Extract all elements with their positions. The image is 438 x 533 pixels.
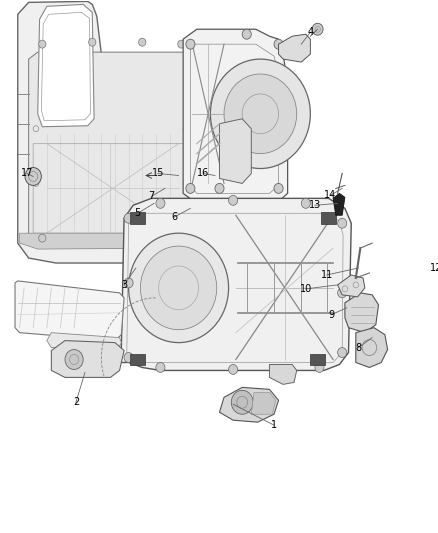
Circle shape [129,233,229,343]
Text: 12: 12 [430,263,438,273]
Circle shape [156,362,165,373]
Text: 7: 7 [148,191,155,201]
Polygon shape [18,2,197,263]
Circle shape [124,278,133,288]
Circle shape [231,390,253,414]
Circle shape [39,234,46,242]
Circle shape [138,38,146,46]
Text: 5: 5 [134,208,141,219]
Polygon shape [47,333,121,350]
Polygon shape [120,198,351,370]
Circle shape [229,196,238,205]
Circle shape [338,348,347,358]
Polygon shape [183,29,288,203]
Circle shape [210,59,311,168]
Polygon shape [321,212,336,224]
Polygon shape [420,221,438,265]
Text: 9: 9 [328,310,334,320]
Circle shape [178,234,185,242]
Circle shape [178,40,185,48]
Circle shape [25,167,41,185]
Polygon shape [269,365,297,384]
Polygon shape [38,4,94,127]
Text: 2: 2 [73,397,79,407]
Text: 8: 8 [356,343,362,352]
Polygon shape [28,52,190,248]
Polygon shape [15,281,124,341]
Text: 15: 15 [152,168,164,179]
Circle shape [312,23,323,35]
Text: 6: 6 [171,212,177,222]
Polygon shape [356,328,388,367]
Polygon shape [20,233,192,249]
Circle shape [301,198,311,208]
Text: 3: 3 [121,280,127,290]
Circle shape [39,40,46,48]
Text: 13: 13 [309,200,321,211]
Circle shape [224,74,297,154]
Polygon shape [251,392,276,414]
Circle shape [242,29,251,39]
Circle shape [417,227,438,255]
Text: 10: 10 [300,284,312,294]
Circle shape [215,183,224,193]
Polygon shape [131,212,145,224]
Polygon shape [131,353,145,366]
Polygon shape [219,119,251,183]
Polygon shape [338,275,365,297]
Circle shape [229,365,238,375]
Text: 11: 11 [321,270,333,280]
Circle shape [186,183,195,193]
Polygon shape [333,193,345,215]
Text: 17: 17 [21,168,33,179]
Circle shape [315,362,324,373]
Circle shape [65,350,83,369]
Circle shape [338,288,347,298]
Polygon shape [51,341,124,377]
Circle shape [186,39,195,49]
Circle shape [141,246,217,330]
Polygon shape [345,293,378,333]
Polygon shape [311,353,325,366]
Circle shape [274,39,283,49]
Polygon shape [219,387,279,422]
Text: 14: 14 [324,190,336,200]
Polygon shape [279,34,311,62]
Text: 16: 16 [197,168,209,179]
Circle shape [274,183,283,193]
Circle shape [124,352,133,362]
Circle shape [124,213,133,223]
Circle shape [338,218,347,228]
Text: 1: 1 [271,420,277,430]
Circle shape [156,198,165,208]
Text: 4: 4 [307,27,314,37]
Circle shape [88,38,96,46]
